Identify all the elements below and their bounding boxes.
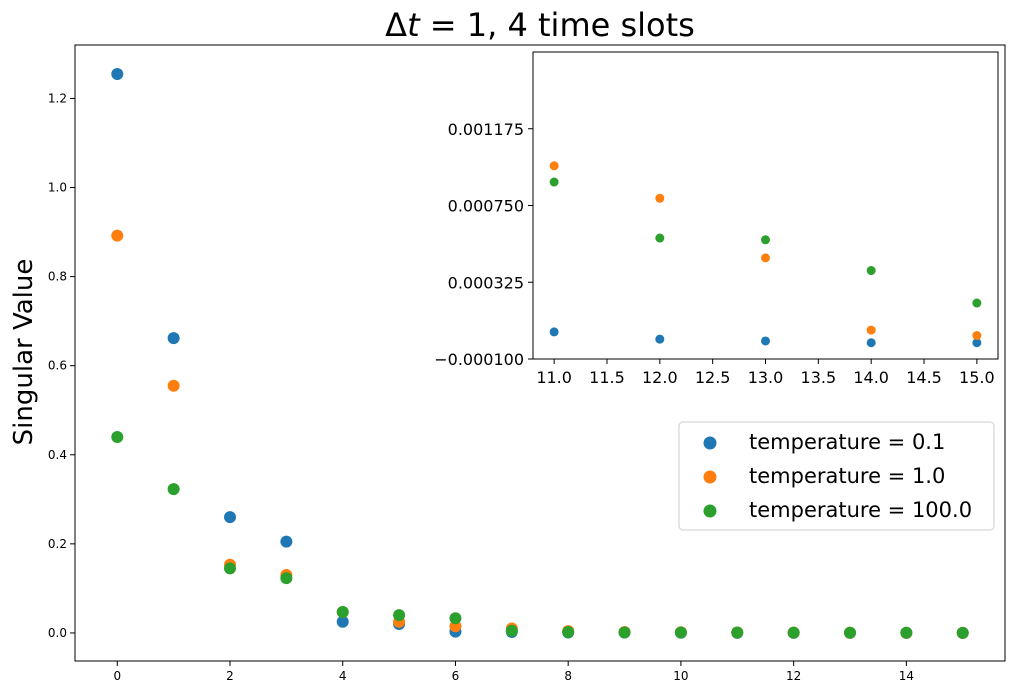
inset-x-tick-label: 11.5 bbox=[589, 368, 625, 387]
x-tick-label: 8 bbox=[564, 669, 572, 683]
title-prefix: Δ bbox=[385, 6, 407, 44]
inset-x-tick-label: 12.0 bbox=[642, 368, 678, 387]
main-marks bbox=[111, 67, 969, 639]
inset-axes: 11.0 11.5 12.0 12.5 13.0 13.5 14.0 14.5 15.0 −0.0… bbox=[434, 51, 999, 387]
inset-plot-frame bbox=[532, 51, 999, 360]
data-point-series-2 bbox=[167, 379, 180, 392]
inset-x-tick-label: 14.0 bbox=[853, 368, 889, 387]
data-point-series-3 bbox=[787, 626, 800, 639]
main-plot-frame bbox=[74, 44, 1006, 662]
data-point-series-3 bbox=[956, 626, 969, 639]
data-point-series-1 bbox=[336, 615, 349, 628]
y-tick-label: 1.0 bbox=[48, 181, 67, 195]
x-tick-label: 6 bbox=[452, 669, 460, 683]
inset-data-point-series-2 bbox=[972, 331, 982, 341]
legend-box bbox=[678, 421, 995, 531]
x-tick-label: 10 bbox=[673, 669, 688, 683]
title-variable: t bbox=[407, 6, 421, 44]
x-tick-label: 0 bbox=[113, 669, 121, 683]
inset-data-point-series-1 bbox=[761, 336, 770, 346]
legend: temperature = 0.1 temperature = 1.0 temper… bbox=[678, 421, 995, 531]
inset-y-tick-label: 0.000325 bbox=[448, 273, 524, 292]
y-tick-label: 0.0 bbox=[48, 626, 67, 640]
inset-y-tick-label: 0.000750 bbox=[448, 197, 524, 216]
y-tick-label: 0.2 bbox=[48, 537, 67, 551]
inset-data-point-series-2 bbox=[655, 193, 665, 203]
inset-data-point-series-1 bbox=[866, 338, 876, 348]
chart-title: Δt = 1, 4 time slots bbox=[385, 6, 695, 44]
data-point-series-1 bbox=[111, 67, 124, 80]
legend-label-series-2: temperature = 1.0 bbox=[749, 464, 945, 488]
data-point-series-3 bbox=[562, 626, 575, 639]
inset-marks bbox=[549, 161, 982, 348]
data-point-series-3 bbox=[111, 430, 124, 443]
data-point-series-3 bbox=[449, 612, 462, 625]
inset-x-tick-label: 11.0 bbox=[536, 368, 572, 387]
inset-data-point-series-3 bbox=[866, 266, 876, 276]
data-point-series-1 bbox=[280, 535, 293, 548]
inset-y-tick-label: 0.001175 bbox=[448, 120, 524, 139]
y-axis-label: Singular Value bbox=[9, 259, 39, 446]
inset-data-point-series-3 bbox=[972, 298, 982, 308]
inset-data-point-series-3 bbox=[655, 233, 665, 243]
inset-data-point-series-2 bbox=[866, 325, 876, 335]
y-tick-label: 1.2 bbox=[48, 91, 67, 105]
inset-data-point-series-3 bbox=[549, 177, 559, 187]
x-tick-label: 2 bbox=[226, 669, 234, 683]
inset-y-tick-label: −0.000100 bbox=[434, 350, 524, 369]
data-point-series-1 bbox=[224, 511, 236, 524]
inset-x-tick-label: 14.5 bbox=[906, 368, 942, 387]
data-point-series-3 bbox=[618, 626, 631, 639]
legend-label-series-1: temperature = 0.1 bbox=[749, 430, 945, 454]
data-point-series-3 bbox=[393, 609, 406, 622]
inset-x-tick-label: 13.5 bbox=[801, 368, 837, 387]
x-tick-label: 12 bbox=[786, 669, 801, 683]
data-point-series-3 bbox=[731, 626, 744, 639]
data-point-series-1 bbox=[167, 332, 180, 345]
x-tick-label: 14 bbox=[899, 669, 914, 683]
legend-label-series-3: temperature = 100.0 bbox=[749, 498, 972, 522]
data-point-series-3 bbox=[505, 624, 518, 637]
inset-data-point-series-2 bbox=[761, 253, 770, 263]
inset-data-point-series-1 bbox=[972, 338, 982, 348]
data-point-series-3 bbox=[900, 626, 913, 639]
inset-data-point-series-1 bbox=[655, 334, 665, 344]
data-point-series-3 bbox=[167, 483, 180, 496]
data-point-series-3 bbox=[674, 626, 687, 639]
y-tick-label: 0.6 bbox=[48, 359, 67, 373]
inset-data-point-series-1 bbox=[549, 327, 559, 337]
legend-marker-series-1 bbox=[703, 436, 717, 450]
data-point-series-3 bbox=[336, 606, 349, 619]
data-point-series-3 bbox=[224, 562, 236, 575]
y-tick-label: 0.8 bbox=[48, 270, 67, 284]
x-tick-label: 4 bbox=[339, 669, 347, 683]
y-tick-label: 0.4 bbox=[48, 448, 67, 462]
inset-x-tick-label: 13.0 bbox=[748, 368, 784, 387]
inset-x-tick-label: 15.0 bbox=[959, 368, 995, 387]
inset-data-point-series-2 bbox=[549, 161, 559, 171]
title-rest: = 1, 4 time slots bbox=[420, 6, 695, 44]
legend-marker-series-2 bbox=[703, 470, 717, 484]
data-point-series-3 bbox=[280, 572, 293, 585]
data-point-series-2 bbox=[111, 229, 124, 242]
main-axes: 0 2 4 6 8 10 12 14 0.0 0.2 0.4 0.6 0.8 1.0 1.2 bbox=[48, 44, 1006, 683]
data-point-series-3 bbox=[844, 626, 856, 639]
inset-data-point-series-3 bbox=[761, 235, 770, 245]
legend-marker-series-3 bbox=[703, 504, 717, 518]
inset-x-tick-label: 12.5 bbox=[695, 368, 731, 387]
